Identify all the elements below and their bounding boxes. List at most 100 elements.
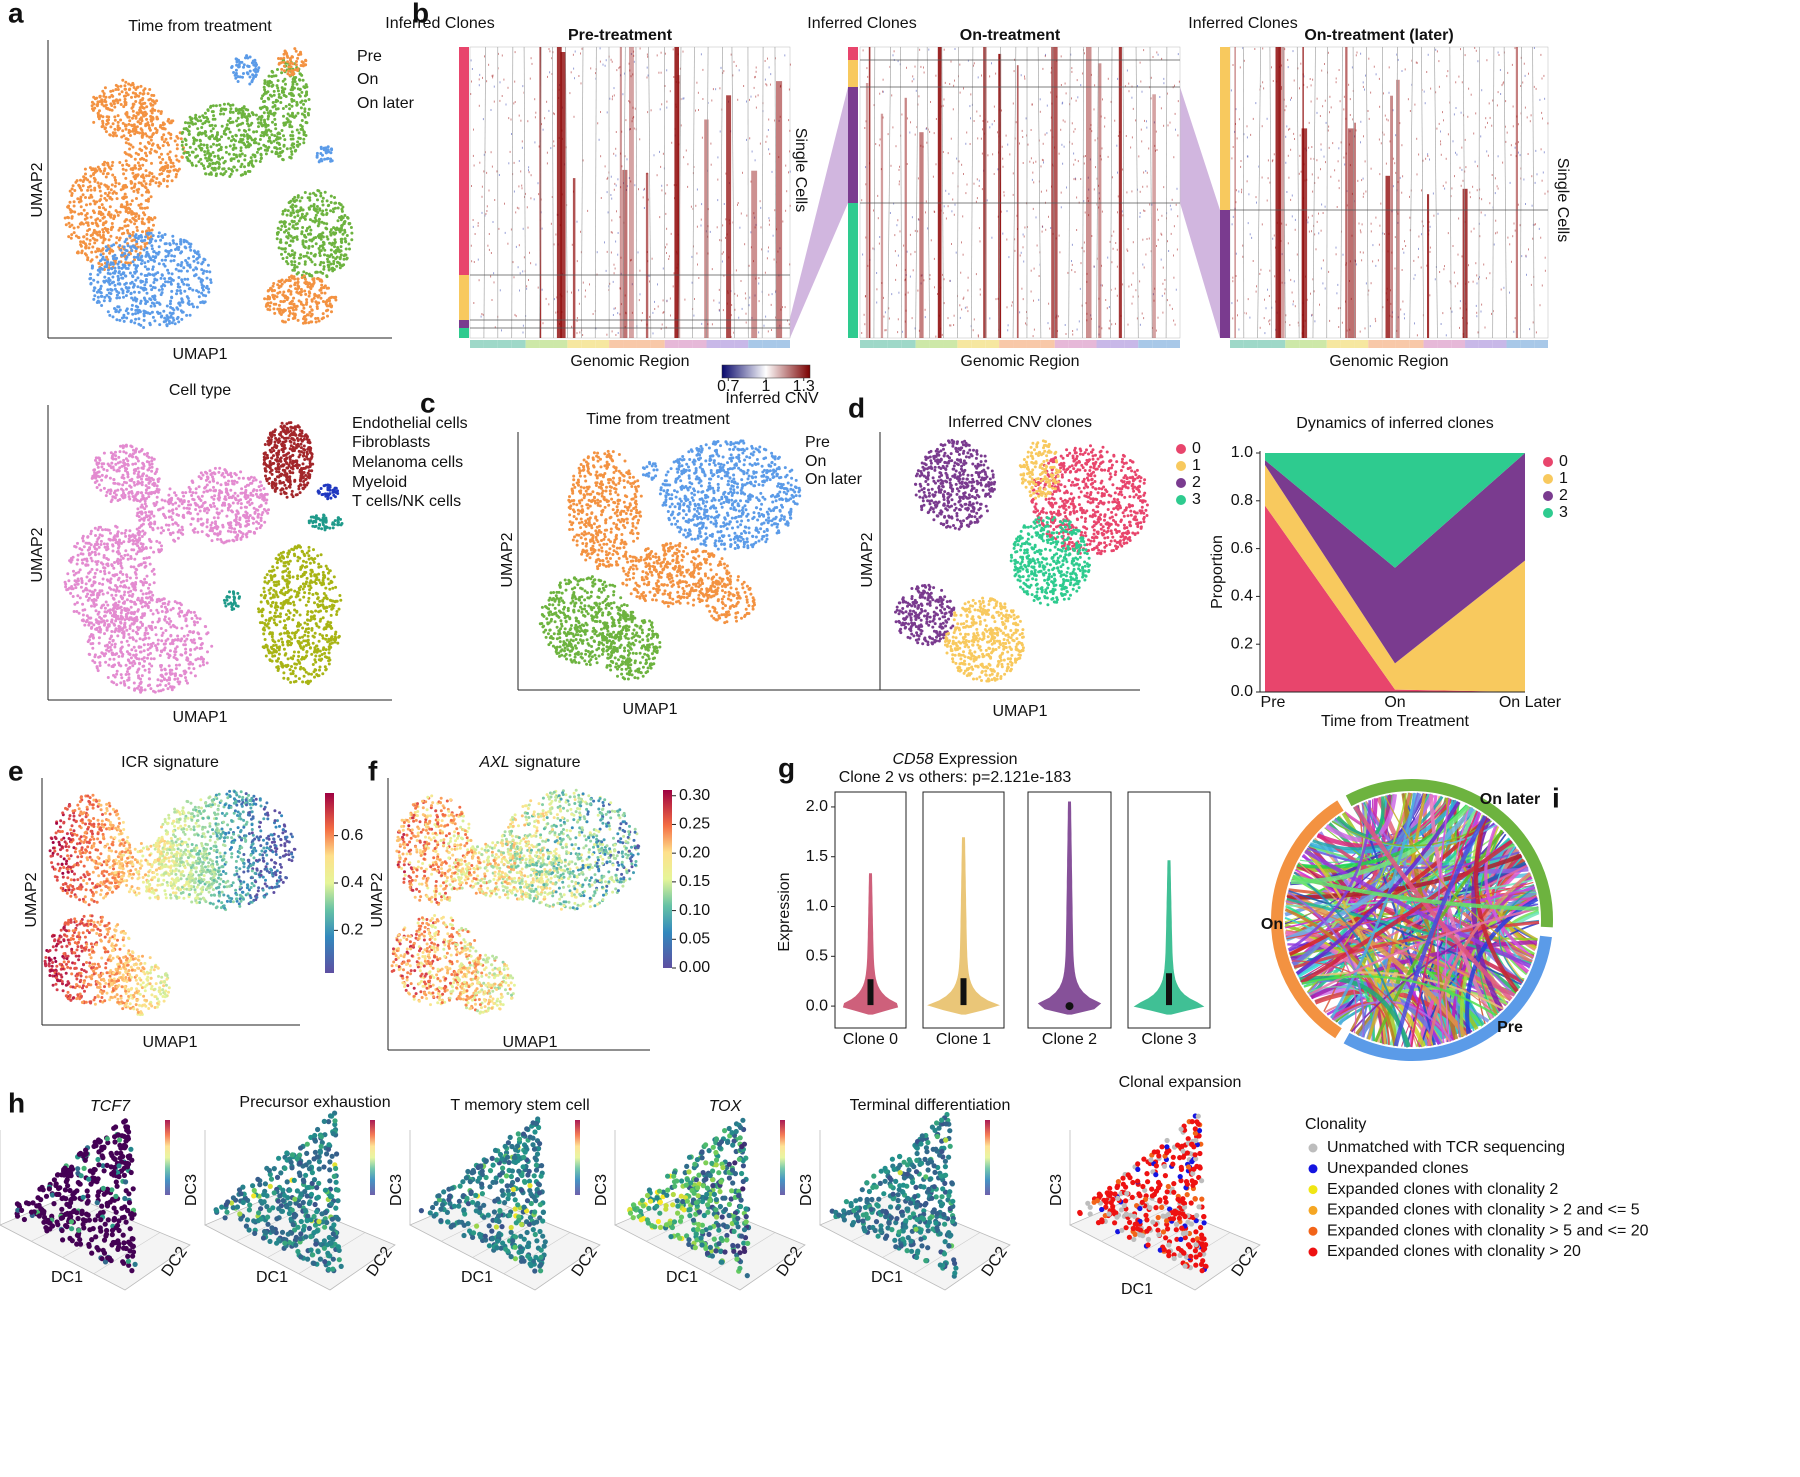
- cell-point: [101, 252, 105, 256]
- cell-point: [296, 194, 300, 198]
- cell-point: [130, 181, 134, 184]
- cell-point: [301, 239, 305, 243]
- cell-point: [140, 262, 143, 266]
- cell-point: [277, 246, 281, 250]
- cell-point: [283, 247, 287, 251]
- cell-point: [108, 641, 111, 644]
- cell-point: [90, 550, 94, 554]
- cell-point: [189, 522, 193, 526]
- cell-point: [137, 203, 141, 207]
- cell-point: [126, 475, 130, 479]
- cell-point: [149, 179, 153, 183]
- cell-point: [308, 305, 312, 309]
- cell-point: [343, 220, 347, 223]
- cell-point: [147, 486, 151, 490]
- cell-point: [141, 583, 145, 587]
- cell-point: [167, 600, 171, 604]
- cell-point: [308, 218, 312, 222]
- cell-point: [88, 277, 92, 281]
- cell-point: [255, 527, 259, 531]
- cell-point: [176, 285, 180, 289]
- cell-point: [238, 518, 242, 522]
- cell-point: [146, 236, 150, 240]
- cell-point: [148, 88, 152, 91]
- cell-point: [92, 623, 96, 627]
- cell-point: [289, 300, 293, 304]
- cell-point: [149, 231, 153, 235]
- cell-point: [136, 540, 140, 544]
- cell-point: [220, 124, 224, 128]
- cell-point: [100, 102, 104, 106]
- cell-point: [262, 92, 266, 96]
- cell-point: [79, 195, 83, 199]
- cell-point: [234, 535, 238, 539]
- cell-point: [162, 177, 166, 181]
- cell-point: [283, 483, 287, 487]
- cell-point: [193, 623, 197, 627]
- cell-point: [160, 152, 163, 156]
- cell-point: [114, 524, 118, 528]
- cell-point: [98, 270, 102, 274]
- cell-point: [111, 315, 115, 319]
- cell-point: [268, 308, 272, 312]
- cell-point: [124, 224, 128, 228]
- cell-point: [188, 153, 191, 157]
- cell-point: [304, 292, 308, 296]
- cell-point: [113, 653, 117, 656]
- cell-point: [131, 81, 135, 85]
- cell-point: [316, 198, 319, 202]
- cell-point: [238, 75, 242, 79]
- cell-point: [288, 107, 292, 111]
- cell-point: [116, 305, 120, 309]
- y-axis-label: UMAP2: [29, 527, 46, 582]
- cell-point: [161, 127, 165, 131]
- cell-point: [152, 657, 156, 661]
- cell-point: [306, 251, 309, 255]
- cell-point: [105, 255, 109, 259]
- cell-point: [257, 125, 260, 129]
- cell-point: [318, 244, 322, 248]
- cell-point: [185, 506, 189, 510]
- cell-point: [93, 526, 97, 530]
- cell-point: [125, 444, 128, 448]
- cell-point: [179, 137, 183, 141]
- cell-point: [96, 111, 100, 115]
- cell-point: [161, 506, 165, 510]
- cell-point: [87, 652, 91, 656]
- cell-point: [164, 672, 168, 676]
- cell-point: [195, 267, 199, 271]
- cell-point: [113, 283, 117, 287]
- cell-point: [202, 257, 206, 261]
- cell-point: [185, 313, 189, 317]
- cell-point: [209, 104, 213, 108]
- cell-point: [96, 102, 100, 106]
- cell-point: [284, 486, 288, 490]
- cell-point: [188, 265, 192, 269]
- cell-point: [164, 255, 168, 259]
- cell-point: [263, 297, 267, 301]
- cell-point: [140, 477, 143, 481]
- cell-point: [231, 169, 234, 173]
- cell-point: [218, 532, 222, 536]
- cell-point: [143, 631, 147, 635]
- cell-point: [186, 681, 189, 685]
- cell-point: [279, 279, 283, 283]
- cell-point: [308, 274, 312, 278]
- cell-point: [130, 249, 134, 253]
- cell-point: [177, 606, 181, 610]
- cell-point: [178, 663, 181, 667]
- cell-point: [95, 238, 99, 242]
- cell-point: [188, 145, 192, 149]
- cell-point: [185, 613, 189, 617]
- cell-point: [152, 550, 156, 554]
- cell-point: [125, 598, 129, 602]
- cell-point: [100, 263, 104, 267]
- cell-point: [166, 164, 170, 167]
- cell-point: [139, 299, 143, 303]
- cell-point: [315, 154, 319, 158]
- cell-point: [213, 162, 217, 165]
- cell-point: [84, 586, 88, 590]
- cell-point: [291, 206, 294, 210]
- cell-point: [144, 477, 148, 481]
- cell-point: [86, 592, 90, 596]
